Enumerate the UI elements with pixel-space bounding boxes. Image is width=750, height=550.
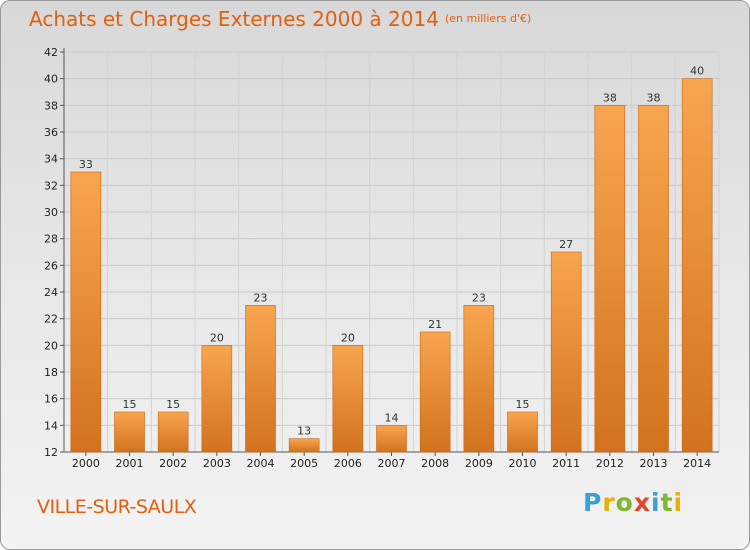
y-tick-label: 34 [44, 153, 58, 166]
bar-value-label: 23 [254, 291, 268, 304]
chart-subtitle: (en milliers d'€) [444, 12, 532, 25]
bar [201, 345, 233, 453]
bar-value-label: 20 [341, 331, 355, 344]
logo-letter: o [615, 488, 634, 517]
bar [332, 345, 364, 453]
y-tick-label: 14 [44, 419, 58, 432]
bar [638, 105, 669, 453]
y-tick-label: 40 [44, 73, 58, 86]
bar-value-label: 15 [166, 398, 180, 411]
x-tick-label: 2006 [334, 457, 362, 470]
bar-value-label: 15 [516, 398, 530, 411]
x-tick-label: 2011 [552, 457, 580, 470]
bar [463, 305, 495, 453]
town-name: VILLE-SUR-SAULX [37, 496, 197, 518]
y-tick-label: 42 [44, 46, 58, 59]
proxiti-logo: Proxiti [583, 488, 683, 517]
logo-letter: x [633, 488, 651, 517]
bar [114, 411, 145, 453]
x-tick-label: 2002 [159, 457, 187, 470]
x-tick-label: 2009 [465, 457, 493, 470]
y-tick-label: 38 [44, 99, 58, 112]
logo-letter: r [602, 488, 616, 517]
y-tick-label: 24 [44, 286, 58, 299]
logo-letter: i [651, 488, 661, 517]
bar-value-label: 40 [690, 65, 704, 78]
logo-letter: i [673, 488, 684, 517]
logo-letter: t [660, 488, 674, 517]
logo-letter: P [583, 488, 603, 517]
y-tick-label: 36 [44, 126, 58, 139]
bar [594, 105, 626, 453]
x-tick-label: 2005 [290, 457, 318, 470]
bar [245, 305, 276, 453]
bar-value-label: 38 [647, 91, 661, 104]
bar [376, 425, 407, 453]
x-tick-label: 2007 [378, 457, 406, 470]
bar [507, 411, 538, 453]
bar-value-label: 23 [472, 291, 486, 304]
bar-value-label: 21 [428, 318, 442, 331]
y-tick-label: 30 [44, 206, 58, 219]
bar-value-label: 15 [123, 398, 137, 411]
bar [70, 171, 102, 453]
chart-title-text: Achats et Charges Externes 2000 à 2014 [29, 7, 439, 31]
bar [681, 78, 713, 453]
bar-value-label: 38 [603, 91, 617, 104]
x-tick-label: 2013 [640, 457, 668, 470]
x-tick-label: 2004 [247, 457, 275, 470]
bars [70, 78, 713, 453]
x-tick-label: 2001 [116, 457, 144, 470]
y-tick-label: 28 [44, 233, 58, 246]
y-tick-label: 12 [44, 446, 58, 459]
bar [288, 438, 320, 453]
y-tick-label: 16 [44, 393, 58, 406]
bar-value-label: 33 [79, 158, 93, 171]
y-tick-label: 22 [44, 313, 58, 326]
bar-value-label: 20 [210, 331, 224, 344]
bar [419, 331, 451, 453]
y-tick-label: 18 [44, 366, 58, 379]
chart-title: Achats et Charges Externes 2000 à 2014 (e… [29, 7, 531, 31]
labels: 12 14 16 18 20 22 24 26 28 30 32 34 36 38 40 42 33 2000 15… [44, 46, 711, 470]
bar-value-label: 14 [385, 411, 399, 424]
bar [157, 411, 189, 453]
x-tick-label: 2012 [596, 457, 624, 470]
x-tick-label: 2000 [72, 457, 100, 470]
y-tick-label: 26 [44, 259, 58, 272]
x-tick-label: 2003 [203, 457, 231, 470]
y-tick-label: 32 [44, 179, 58, 192]
x-tick-label: 2008 [421, 457, 449, 470]
bar [550, 251, 582, 453]
x-tick-label: 2014 [683, 457, 711, 470]
y-tick-label: 20 [44, 339, 58, 352]
x-tick-label: 2010 [509, 457, 537, 470]
bar-value-label: 13 [297, 425, 311, 438]
bar-value-label: 27 [559, 238, 573, 251]
